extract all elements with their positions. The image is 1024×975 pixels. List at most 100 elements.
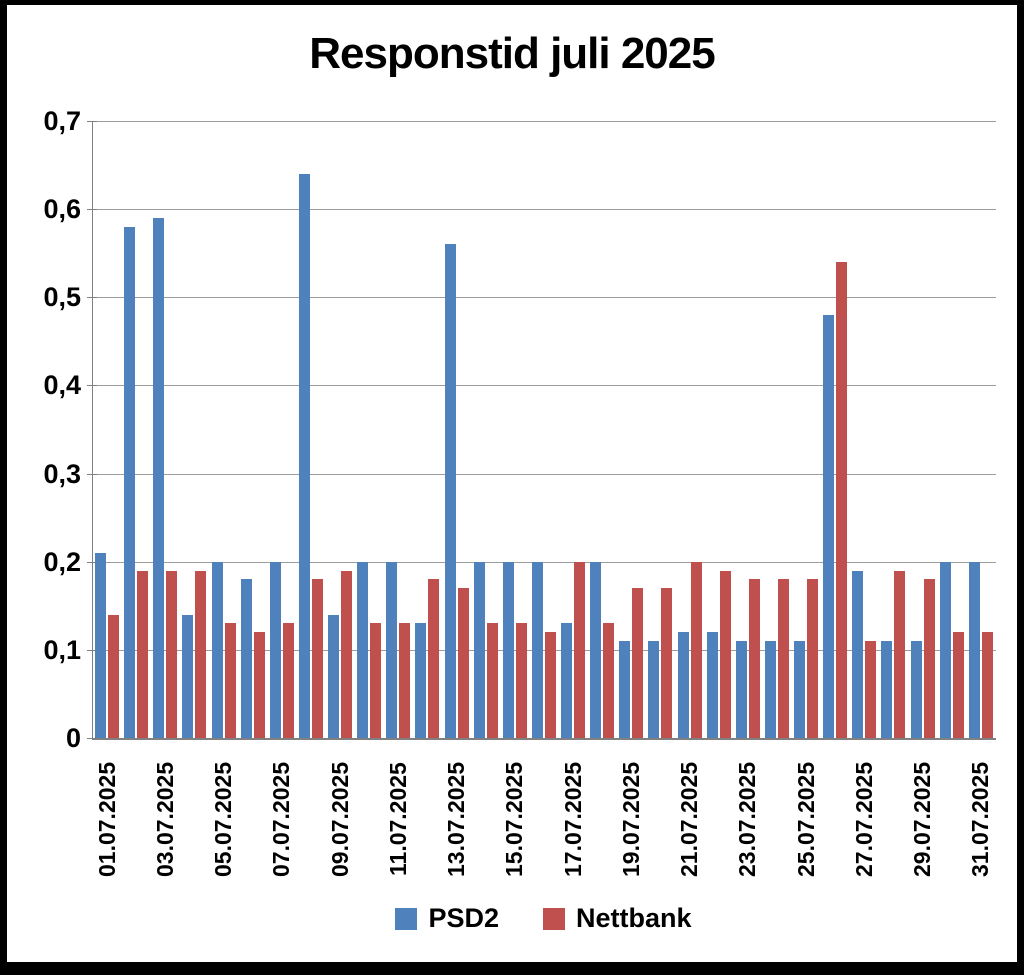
- bar-psd2: [735, 641, 747, 738]
- bar-nettbank: [282, 623, 294, 738]
- y-axis-label: 0,3: [43, 458, 81, 489]
- bar-psd2: [968, 561, 980, 738]
- bar-nettbank: [574, 561, 586, 738]
- x-axis-label: 27.07.2025: [850, 761, 877, 877]
- y-axis-tick: [87, 385, 97, 387]
- y-axis-label: 0,5: [43, 282, 81, 313]
- bar-psd2: [939, 561, 951, 738]
- y-axis-tick: [87, 649, 97, 651]
- bar-psd2: [357, 561, 369, 738]
- x-axis-label: 03.07.2025: [151, 761, 178, 877]
- x-axis-label: 13.07.2025: [443, 761, 470, 877]
- bar-psd2: [531, 561, 543, 738]
- bar-nettbank: [690, 561, 702, 738]
- bar-nettbank: [952, 632, 964, 738]
- bar-nettbank: [836, 262, 848, 738]
- bar-nettbank: [603, 623, 615, 738]
- bar-nettbank: [632, 588, 644, 738]
- y-axis-tick: [87, 209, 97, 211]
- x-axis-label: 09.07.2025: [326, 761, 353, 877]
- x-axis-label: 25.07.2025: [792, 761, 819, 877]
- y-axis-label: 0,6: [43, 194, 81, 225]
- bar-nettbank: [224, 623, 236, 738]
- legend-label-nettbank: Nettbank: [576, 903, 692, 933]
- bar-psd2: [153, 217, 165, 738]
- legend-label-psd2: PSD2: [428, 903, 500, 933]
- bar-nettbank: [166, 570, 178, 738]
- bar-nettbank: [807, 579, 819, 738]
- bar-nettbank: [253, 632, 265, 738]
- x-axis-label: 31.07.2025: [967, 761, 994, 877]
- bar-nettbank: [777, 579, 789, 738]
- bar-nettbank: [981, 632, 993, 738]
- bar-nettbank: [428, 579, 440, 738]
- y-axis-tick: [87, 473, 97, 475]
- bar-nettbank: [457, 588, 469, 738]
- bar-nettbank: [137, 570, 149, 738]
- gridline: [93, 473, 996, 475]
- bar-psd2: [619, 641, 631, 738]
- bar-psd2: [852, 570, 864, 738]
- bar-psd2: [328, 614, 340, 738]
- bar-psd2: [444, 244, 456, 738]
- bar-psd2: [590, 561, 602, 738]
- bar-nettbank: [341, 570, 353, 738]
- bar-psd2: [124, 226, 136, 738]
- bar-nettbank: [923, 579, 935, 738]
- x-axis-label: 19.07.2025: [617, 761, 644, 877]
- bar-psd2: [211, 561, 223, 738]
- bar-psd2: [881, 641, 893, 738]
- x-axis-label: 21.07.2025: [676, 761, 703, 877]
- bar-nettbank: [894, 570, 906, 738]
- x-axis-label: 01.07.2025: [93, 761, 120, 877]
- gridline: [93, 385, 996, 387]
- bar-nettbank: [865, 641, 877, 738]
- legend-item-psd2: PSD2: [395, 903, 499, 934]
- y-axis-tick: [87, 297, 97, 299]
- x-axis-label: 23.07.2025: [734, 761, 761, 877]
- bar-psd2: [415, 623, 427, 738]
- y-axis-label: 0,4: [43, 370, 81, 401]
- chart-canvas: Responstid juli 2025 0,7 0,6 0,5 0,4 0,3 0,2 0…: [7, 5, 1017, 962]
- bar-psd2: [473, 561, 485, 738]
- legend: PSD2 Nettbank: [92, 903, 995, 934]
- y-axis-label: 0,2: [43, 546, 81, 577]
- bar-psd2: [706, 632, 718, 738]
- bar-nettbank: [661, 588, 673, 738]
- x-axis-label: 07.07.2025: [268, 761, 295, 877]
- bar-nettbank: [486, 623, 498, 738]
- bar-nettbank: [195, 570, 207, 738]
- y-axis-label: 0: [65, 723, 81, 753]
- bar-nettbank: [515, 623, 527, 738]
- bar-psd2: [823, 314, 835, 738]
- bar-psd2: [298, 173, 310, 738]
- bar-nettbank: [544, 632, 556, 738]
- y-axis-label: 0,7: [43, 106, 81, 136]
- bar-nettbank: [311, 579, 323, 738]
- bar-psd2: [269, 561, 281, 738]
- bar-psd2: [677, 632, 689, 738]
- bar-psd2: [95, 552, 106, 738]
- bar-psd2: [386, 561, 398, 738]
- bar-psd2: [561, 623, 573, 738]
- gridline: [93, 297, 996, 299]
- legend-swatch-nettbank: [543, 907, 566, 930]
- bar-psd2: [502, 561, 514, 738]
- bar-nettbank: [719, 570, 731, 738]
- y-axis-tick: [87, 561, 97, 563]
- bar-psd2: [182, 614, 194, 738]
- legend-item-nettbank: Nettbank: [543, 903, 692, 934]
- x-axis-label: 15.07.2025: [501, 761, 528, 877]
- legend-swatch-psd2: [395, 907, 418, 930]
- bar-psd2: [794, 641, 806, 738]
- bar-psd2: [764, 641, 776, 738]
- x-axis-label: 17.07.2025: [559, 761, 586, 877]
- x-axis-label: 29.07.2025: [909, 761, 936, 877]
- y-axis-tick: [87, 121, 97, 122]
- bar-nettbank: [399, 623, 411, 738]
- y-axis-tick: [87, 738, 97, 739]
- plot-area: [87, 121, 996, 740]
- x-axis-label: 05.07.2025: [210, 761, 237, 877]
- bar-nettbank: [748, 579, 760, 738]
